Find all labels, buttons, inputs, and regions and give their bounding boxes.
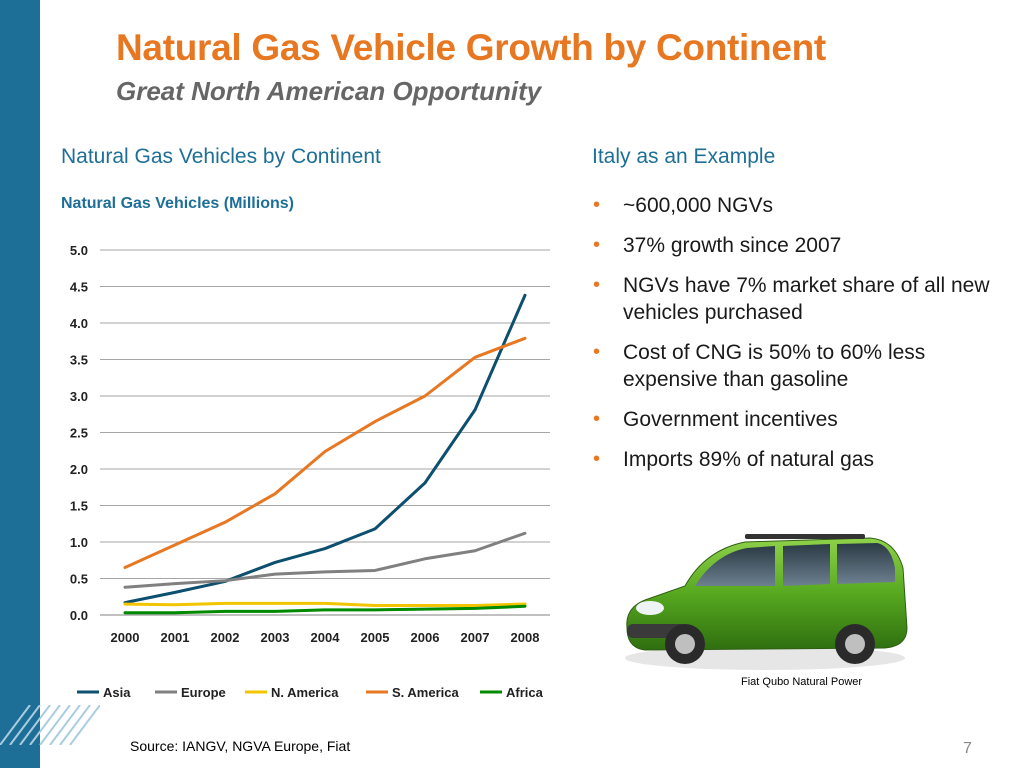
bullet-item: • Cost of CNG is 50% to 60% less expensiv… <box>588 339 1008 393</box>
series-line-europe <box>123 531 527 589</box>
bullet-item: • NGVs have 7% market share of all new ve… <box>588 272 1008 326</box>
y-tick-label: 4.5 <box>70 280 88 295</box>
line-chart: 0.0 0.5 1.0 1.5 2.0 2.5 3.0 3.5 4.0 4.5 5.0 2000 200… <box>70 243 550 700</box>
y-tick-label: 5.0 <box>70 243 88 258</box>
source-note: Source: IANGV, NGVA Europe, Fiat <box>130 738 351 754</box>
legend-label: Europe <box>181 685 226 700</box>
x-tick-label: 2005 <box>361 630 390 645</box>
chart-title: Natural Gas Vehicles (Millions) <box>61 195 294 212</box>
x-tick-label: 2000 <box>111 630 140 645</box>
bullet-text: Imports 89% of natural gas <box>623 448 874 471</box>
x-tick-label: 2003 <box>261 630 290 645</box>
example-section-heading: Italy as an Example <box>592 145 776 168</box>
bullet-text: 37% growth since 2007 <box>623 234 842 257</box>
page-number: 7 <box>963 740 972 757</box>
chart-section-heading: Natural Gas Vehicles by Continent <box>61 145 381 168</box>
y-tick-label: 2.0 <box>70 462 88 477</box>
bullet-dot-icon: • <box>593 448 601 470</box>
bullet-dot-icon: • <box>593 341 601 363</box>
x-tick-label: 2004 <box>311 630 341 645</box>
y-tick-label: 4.0 <box>70 316 88 331</box>
legend-label: N. America <box>271 685 339 700</box>
legend-label: Africa <box>506 685 544 700</box>
bullet-dot-icon: • <box>593 408 601 430</box>
y-tick-label: 1.0 <box>70 535 88 550</box>
x-tick-label: 2008 <box>511 630 540 645</box>
series-line-s-america <box>123 336 527 570</box>
series-line-n-america <box>123 601 527 608</box>
bullet-text: NGVs have 7% market share of all new veh… <box>623 274 990 324</box>
left-accent-bar <box>0 0 40 768</box>
y-tick-label: 3.0 <box>70 389 88 404</box>
y-tick-label: 0.5 <box>70 572 88 587</box>
bullet-item: • 37% growth since 2007 <box>588 232 1008 259</box>
page-title: Natural Gas Vehicle Growth by Continent <box>116 27 826 68</box>
series-line-africa <box>123 604 527 615</box>
y-tick-label: 2.5 <box>70 426 88 441</box>
y-tick-label: 3.5 <box>70 353 88 368</box>
bullet-dot-icon: • <box>593 234 601 256</box>
bullet-item: • ~600,000 NGVs <box>588 192 1008 219</box>
hatch-decoration <box>0 705 100 745</box>
legend-label: S. America <box>392 685 459 700</box>
x-tick-label: 2002 <box>211 630 240 645</box>
x-tick-label: 2007 <box>461 630 490 645</box>
x-tick-label: 2001 <box>161 630 190 645</box>
series-line-asia <box>123 293 527 605</box>
car-image <box>625 534 908 670</box>
bullet-item: • Imports 89% of natural gas <box>588 446 1008 473</box>
bullet-text: Cost of CNG is 50% to 60% less expensive… <box>623 341 926 391</box>
bullet-dot-icon: • <box>593 194 601 216</box>
y-tick-label: 1.5 <box>70 499 88 514</box>
legend-label: Asia <box>103 685 131 700</box>
bullet-text: ~600,000 NGVs <box>623 194 774 217</box>
bullet-text: Government incentives <box>623 408 838 431</box>
bullet-dot-icon: • <box>593 274 601 296</box>
y-tick-label: 0.0 <box>70 608 88 623</box>
x-tick-label: 2006 <box>411 630 440 645</box>
page-subtitle: Great North American Opportunity <box>116 76 542 106</box>
car-caption: Fiat Qubo Natural Power <box>741 676 863 688</box>
bullet-item: • Government incentives <box>588 406 1008 433</box>
bullet-list: • ~600,000 NGVs • 37% growth since 2007 • NGV… <box>588 192 1008 486</box>
